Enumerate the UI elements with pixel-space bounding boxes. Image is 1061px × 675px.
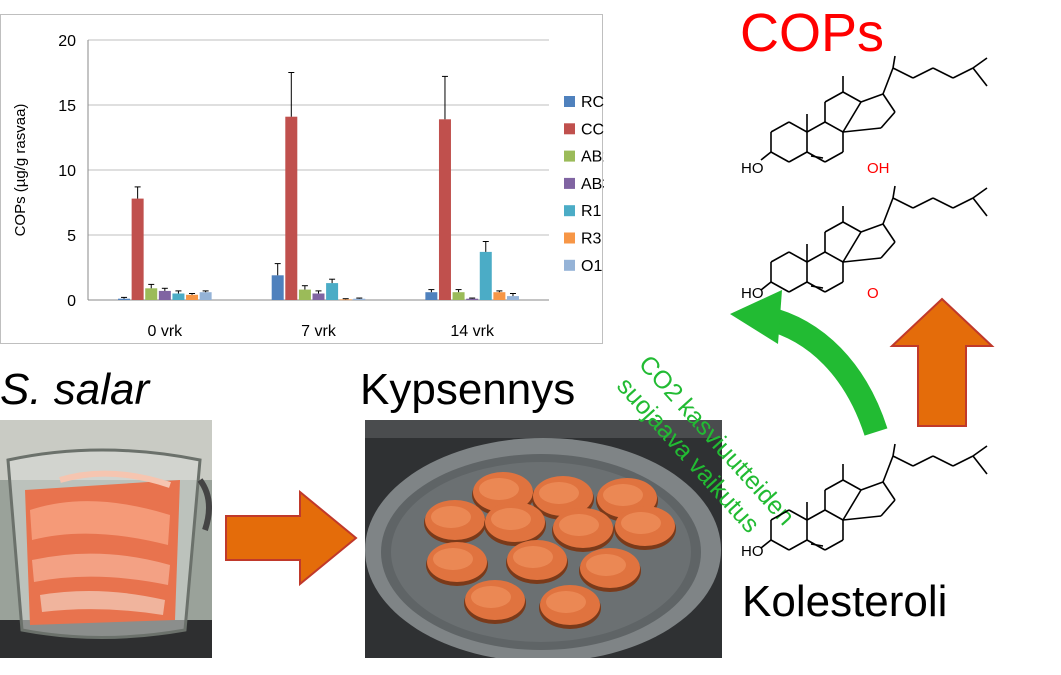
steroid-skeleton: [760, 443, 988, 551]
molecule-7-ketocholesterol: HO O: [741, 185, 988, 302]
bar-ab3: [312, 293, 325, 300]
legend-entry-cc: CC: [581, 121, 604, 138]
bar-r3: [493, 292, 506, 300]
legend-swatch-r1: [564, 205, 575, 217]
bar-cc: [131, 198, 144, 300]
bar-r3: [339, 299, 352, 301]
y-tick-label: 0: [67, 293, 76, 310]
bar-r3: [186, 294, 199, 300]
x-tick-label: 0 vrk: [147, 323, 183, 340]
bar-r1: [326, 283, 339, 300]
chart-canvas: 0 5 10 15 20 COPs (µg/g rasvaa) 0 vrk 7 vrk 14 v…: [12, 33, 604, 340]
legend-entry-ab1: AB1: [581, 149, 604, 166]
legend-entry-o1: O1: [581, 258, 602, 275]
bar-cc: [438, 119, 451, 300]
legend-swatch-o1: [564, 259, 575, 271]
bar-chart: 0 5 10 15 20 COPs (µg/g rasvaa) 0 vrk 7 vrk 14 v…: [0, 14, 604, 344]
legend-swatch-cc: [564, 123, 575, 135]
cooking-label: Kypsennys: [360, 365, 576, 414]
bar-o1: [353, 298, 366, 300]
molecule-7-hydroxycholesterol: HO OH: [741, 55, 988, 177]
y-tick-label: 20: [58, 33, 76, 50]
legend-entry-rc: RC: [581, 94, 604, 111]
legend-entry-r1: R1: [581, 203, 602, 220]
right-arrow-icon: [225, 489, 358, 587]
steroid-skeleton: [760, 55, 988, 163]
bar-ab3: [466, 298, 479, 300]
legend-entry-r3: R3: [581, 231, 602, 248]
molecule-oh-label: OH: [867, 160, 890, 177]
molecule-ho-label: HO: [741, 285, 764, 302]
bar-cc: [285, 116, 298, 300]
molecule-o-label: O: [867, 285, 879, 302]
green-curved-arrow-icon: [730, 290, 888, 436]
frying-pan-photo: [365, 420, 722, 658]
bar-o1: [506, 296, 519, 300]
salmon-photo: [0, 420, 212, 658]
bar-ab1: [452, 292, 465, 300]
x-tick-label: 7 vrk: [301, 323, 337, 340]
bar-rc: [425, 292, 438, 300]
y-tick-label: 10: [58, 163, 76, 180]
molecule-cholesterol: HO: [741, 443, 988, 560]
bar-o1: [199, 292, 212, 300]
molecule-ho-label: HO: [741, 160, 764, 177]
legend-swatch-ab1: [564, 150, 575, 162]
molecule-ho-label: HO: [741, 543, 764, 560]
bar-rc: [271, 275, 284, 300]
bar-r1: [479, 251, 492, 300]
bar-r1: [172, 293, 185, 300]
bar-ab1: [298, 289, 311, 300]
legend-entry-ab3: AB3: [581, 176, 604, 193]
x-tick-label: 14 vrk: [450, 323, 495, 340]
legend-swatch-rc: [564, 96, 575, 107]
species-label: S. salar: [0, 365, 150, 414]
legend-swatch-r3: [564, 232, 575, 244]
cholesterol-label: Kolesteroli: [742, 577, 948, 626]
legend-swatch-ab3: [564, 177, 575, 189]
up-arrow-icon: [889, 297, 995, 427]
y-tick-label: 5: [67, 228, 76, 245]
bar-ab3: [158, 290, 171, 300]
y-tick-label: 15: [58, 98, 76, 115]
bar-rc: [118, 298, 131, 300]
steroid-skeleton: [760, 185, 988, 293]
cops-title: COPs: [740, 3, 885, 63]
y-axis-label: COPs (µg/g rasvaa): [12, 104, 29, 237]
bar-ab1: [145, 288, 158, 300]
